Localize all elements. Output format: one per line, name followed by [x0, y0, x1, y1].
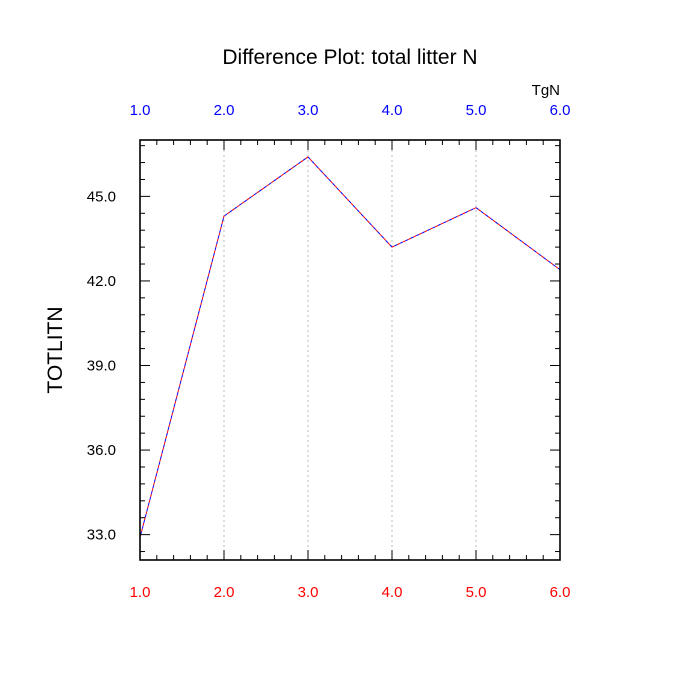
top-x-tick-label: 4.0 — [382, 102, 403, 119]
y-tick-label: 42.0 — [87, 273, 116, 290]
axis-ticks — [139, 140, 561, 560]
series-line — [139, 156, 561, 538]
series-line — [139, 156, 561, 538]
x-tick-label: 4.0 — [382, 584, 403, 601]
top-x-tick-label: 5.0 — [466, 102, 487, 119]
x-tick-label: 6.0 — [550, 584, 571, 601]
x-tick-label: 2.0 — [214, 584, 235, 601]
top-axis-units: TgN — [532, 82, 560, 99]
x-tick-label: 1.0 — [130, 584, 151, 601]
series-lines — [139, 156, 561, 538]
y-tick-label: 39.0 — [87, 358, 116, 375]
chart-title: Difference Plot: total litter N — [222, 46, 477, 69]
y-tick-label: 45.0 — [87, 188, 116, 205]
tick-labels: 1.0 2.0 3.0 4.0 5.0 6.0 1.0 2.0 3.0 4.0 5.0 6.0 33.0… — [87, 102, 571, 601]
top-x-tick-label: 3.0 — [298, 102, 319, 119]
top-x-tick-label: 2.0 — [214, 102, 235, 119]
x-tick-label: 3.0 — [298, 584, 319, 601]
x-tick-label: 5.0 — [466, 584, 487, 601]
grid — [223, 140, 477, 560]
plot-frame — [139, 139, 561, 561]
y-tick-label: 33.0 — [87, 527, 116, 544]
top-x-tick-label: 6.0 — [550, 102, 571, 119]
y-axis-label: TOTLITN — [44, 306, 67, 393]
y-tick-label: 36.0 — [87, 442, 116, 459]
top-x-tick-label: 1.0 — [130, 102, 151, 119]
